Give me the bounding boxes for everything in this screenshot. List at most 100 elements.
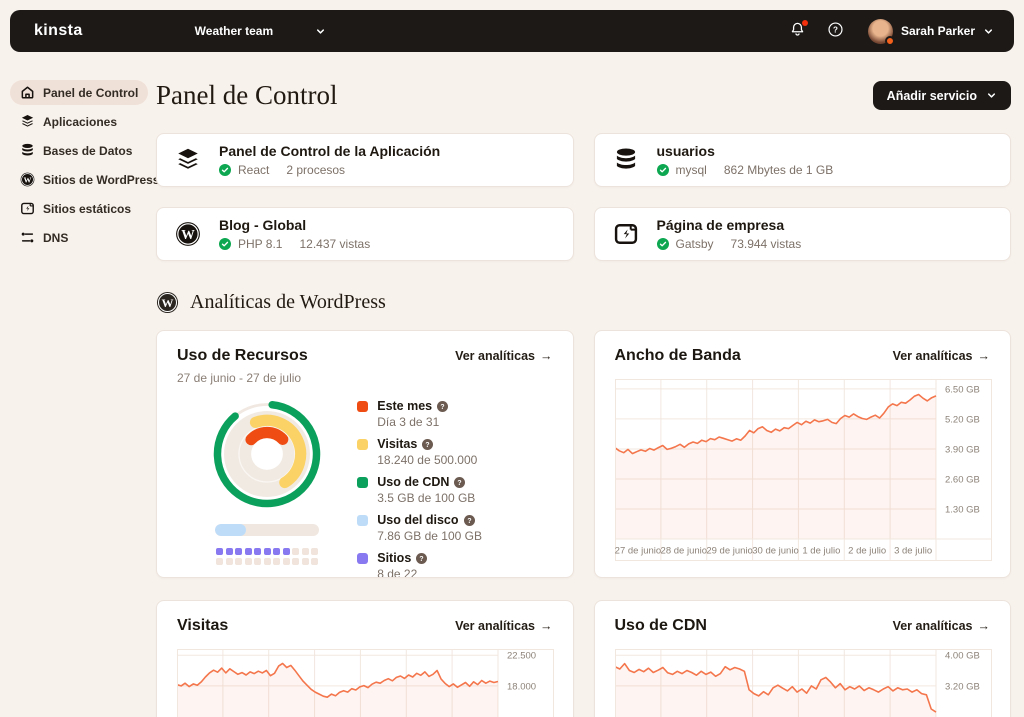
site-dot (263, 557, 271, 565)
help-icon: ? (827, 21, 844, 41)
legend-swatch (357, 553, 369, 564)
legend-item: Uso de CDN? 3.5 GB de 100 GB (357, 475, 552, 505)
legend-item: Este mes? Día 3 de 31 (357, 399, 552, 429)
visits-chart: 22.500 18.000 (176, 649, 554, 717)
svg-text:6.50 GB: 6.50 GB (945, 384, 980, 395)
legend-label: Este mes (377, 399, 433, 413)
bandwidth-chart: 6.50 GB 5.20 GB 3.90 GB 2.60 GB 1.30 GB 27 de… (614, 379, 992, 566)
view-analytics-label: Ver analíticas (455, 349, 535, 363)
legend-swatch (357, 477, 369, 488)
add-service-button[interactable]: Añadir servicio (872, 81, 1011, 110)
legend-value: 18.240 de 500.000 (377, 453, 478, 467)
chevron-down-icon (983, 26, 994, 37)
site-dot (225, 557, 233, 565)
analytics-grid: Uso de Recursos Ver analíticas → 27 de j… (156, 330, 1011, 717)
check-circle-icon (219, 237, 231, 250)
card-title: Visitas (177, 617, 229, 634)
site-dot (282, 548, 290, 555)
service-title: usuarios (656, 143, 715, 160)
sidebar-item-sitios-de-wordpress[interactable]: W Sitios de WordPress (10, 167, 159, 192)
date-range: 27 de junio - 27 de julio (177, 371, 302, 385)
arrow-right-icon: → (977, 349, 991, 363)
view-analytics-link[interactable]: Ver analíticas → (893, 349, 990, 363)
service-card[interactable]: W Blog - Global PHP 8.1 12.437 vistas (156, 207, 574, 261)
line-chart-svg: 22.500 18.000 (176, 649, 554, 717)
svg-text:29 de junio: 29 de junio (706, 546, 752, 557)
service-status: React (238, 162, 270, 177)
site-dot (301, 557, 309, 565)
sidebar-item-aplicaciones[interactable]: Aplicaciones (10, 109, 148, 134)
static-site-icon (20, 201, 35, 216)
sidebar-item-label: Bases de Datos (43, 143, 133, 158)
sidebar-item-sitios-est-ticos[interactable]: Sitios estáticos (10, 196, 148, 221)
app-layers-icon (173, 145, 203, 175)
arrow-right-icon: → (540, 349, 553, 363)
svg-text:3.20 GB: 3.20 GB (945, 681, 980, 692)
svg-text:28 de junio: 28 de junio (660, 546, 706, 557)
help-button[interactable]: ? (822, 17, 850, 45)
legend-value: 7.86 GB de 100 GB (377, 529, 482, 543)
service-card[interactable]: Panel de Control de la Aplicación React 2 … (156, 133, 574, 187)
service-status: mysql (675, 162, 707, 177)
view-analytics-link[interactable]: Ver analíticas → (455, 619, 552, 633)
help-icon[interactable]: ? (422, 438, 434, 450)
site-dot (301, 548, 309, 555)
home-icon (20, 85, 35, 100)
service-meta: 12.437 vistas (299, 236, 371, 251)
page-head: Panel de Control Añadir servicio (156, 80, 1011, 111)
resource-usage-card: Uso de Recursos Ver analíticas → 27 de j… (156, 330, 574, 578)
sidebar-item-bases-de-datos[interactable]: Bases de Datos (10, 138, 148, 163)
help-icon[interactable]: ? (454, 476, 466, 488)
svg-text:18.000: 18.000 (507, 681, 536, 692)
legend-item: Visitas? 18.240 de 500.000 (357, 437, 552, 467)
sidebar-item-label: Sitios de WordPress (43, 172, 160, 187)
sidebar-item-dns[interactable]: DNS (10, 225, 148, 250)
svg-text:?: ? (467, 517, 471, 524)
view-analytics-link[interactable]: Ver analíticas → (893, 619, 990, 633)
svg-text:?: ? (441, 403, 445, 410)
svg-text:?: ? (420, 555, 424, 562)
site-dot (235, 557, 243, 565)
arrow-right-icon: → (540, 619, 553, 633)
wordpress-icon: W (20, 172, 35, 187)
legend-swatch (357, 515, 369, 526)
help-icon[interactable]: ? (416, 552, 428, 564)
legend-value: Día 3 de 31 (377, 415, 440, 429)
analytics-section-head: W Analíticas de WordPress (156, 291, 1011, 314)
kinsta-logo[interactable]: kinsta (34, 22, 83, 39)
legend-label: Visitas (377, 437, 418, 451)
view-analytics-link[interactable]: Ver analíticas → (455, 349, 552, 363)
legend-label: Uso del disco (377, 513, 459, 527)
site-dot (244, 557, 252, 565)
app-layers-icon (20, 114, 35, 129)
wordpress-icon: W (156, 291, 179, 314)
notifications-button[interactable] (784, 17, 812, 45)
service-card[interactable]: Página de empresa Gatsby 73.944 vistas (593, 207, 1011, 261)
topbar: kinsta Weather team ? Sarah Parker (10, 10, 1014, 52)
svg-text:27 de junio: 27 de junio (615, 546, 661, 557)
sidebar-item-panel-de-control[interactable]: Panel de Control (10, 80, 148, 105)
service-meta: 73.944 vistas (730, 236, 802, 251)
site-dot (254, 548, 262, 555)
team-picker[interactable]: Weather team (195, 24, 326, 38)
site-dot (244, 548, 252, 555)
check-circle-icon (656, 163, 669, 176)
add-service-label: Añadir servicio (886, 88, 977, 103)
check-circle-icon (656, 237, 669, 250)
line-chart-svg: 4.00 GB 3.20 GB (614, 649, 992, 717)
help-icon[interactable]: ? (437, 400, 449, 412)
svg-text:2 de julio: 2 de julio (848, 546, 886, 557)
legend-label: Uso de CDN (377, 475, 450, 489)
section-title: Analíticas de WordPress (190, 291, 386, 313)
bandwidth-card: Ancho de Banda Ver analíticas → 6.50 GB 5… (593, 330, 1011, 578)
legend-item: Sitios? 8 de 22 (357, 551, 552, 577)
service-card[interactable]: usuarios mysql 862 Mbytes de 1 GB (593, 133, 1011, 187)
sidebar: Panel de Control Aplicaciones Bases de Dat… (0, 52, 159, 717)
service-status: Gatsby (675, 236, 714, 251)
account-menu[interactable]: Sarah Parker (867, 18, 994, 46)
resource-usage-donut (213, 401, 321, 508)
help-icon[interactable]: ? (463, 514, 475, 526)
service-title: Blog - Global (219, 217, 307, 234)
legend-value: 3.5 GB de 100 GB (377, 491, 476, 505)
cdn-card: Uso de CDN Ver analíticas → 4.00 GB 3.20 … (593, 600, 1011, 717)
